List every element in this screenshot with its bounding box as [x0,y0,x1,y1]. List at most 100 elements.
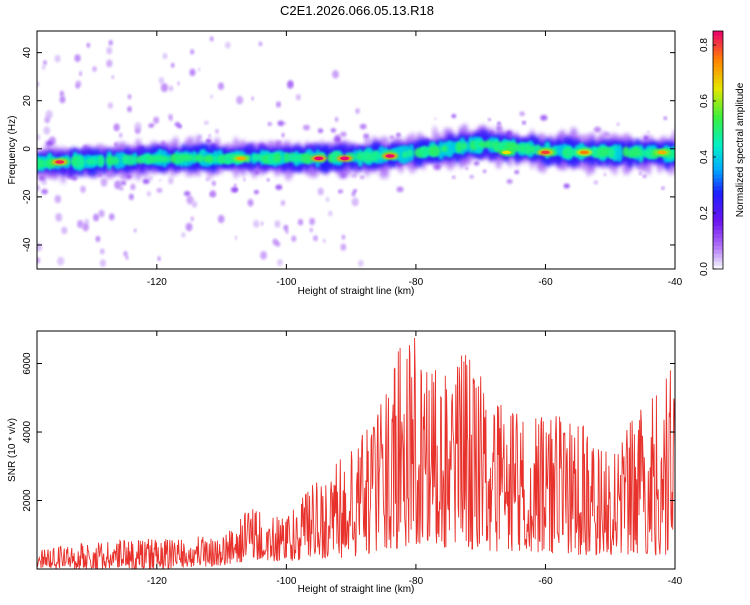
spectrogram-noise-blob [168,177,174,185]
spectrogram-noise-blob [642,174,647,178]
colorbar-band [713,257,723,262]
spectrogram-noise-blob [593,180,599,185]
spectrogram-ridge-blob [519,143,527,154]
spectrogram-x-tick-label: -80 [409,277,424,288]
colorbar-band [713,110,723,115]
colorbar-band [713,34,723,40]
spectrogram-noise-blob [185,222,193,232]
colorbar-band [713,102,723,107]
spectrogram-noise-blob [281,132,285,138]
spectrogram-noise-blob [465,167,469,170]
spectrogram-noise-blob [663,116,668,120]
spectrogram-peak [385,154,395,158]
spectrogram-noise-blob [118,132,123,138]
spectrogram-noise-blob [41,188,48,195]
colorbar-band [713,42,723,48]
spectrogram-noise-blob [328,210,333,217]
colorbar-band [713,98,723,103]
spectrogram-noise-blob [111,75,115,79]
figure-title: C2E1.2026.066.05.13.R18 [280,3,434,18]
spectrogram-x-tick-label: -60 [538,277,553,288]
spectrogram-noise-blob [359,123,367,130]
spectrogram-noise-blob [451,114,457,119]
spectrogram-noise-blob [285,229,289,234]
spectrogram-x-tick-label: -120 [147,277,167,288]
spectrogram-noise-blob [277,258,283,267]
spectrogram-y-tick-label: 0 [22,146,33,152]
spectrogram-noise-blob [215,128,219,134]
spectrogram-noise-blob [506,179,513,184]
spectrogram-noise-blob [43,60,47,65]
spectrogram-noise-blob [396,132,401,137]
colorbar-band [713,142,723,147]
colorbar-band [713,31,723,36]
spectrogram-noise-blob [341,234,346,240]
spectrogram-noise-blob [37,134,41,141]
spectrogram-noise-blob [177,81,180,86]
colorbar-tick-label: 0.2 [699,206,710,220]
spectrogram-y-tick-label: -20 [22,189,33,204]
snr-panel: -120 -100 -80 -60 -40 2000 4000 6000 Height of… [7,330,683,595]
spectrogram-noise-blob [396,186,404,193]
spectrogram-noise-blob [43,126,51,135]
spectrogram-noise-blob [247,198,254,207]
spectrogram-noise-blob [168,85,174,92]
spectrogram-noise-blob [75,83,80,89]
colorbar-band [713,130,723,135]
spectrogram-x-ticks: -120 -100 -80 -60 -40 [147,31,683,288]
spectrogram-noise-blob [540,114,548,121]
spectrogram-peak [540,150,550,155]
spectrogram-noise-blob [358,259,364,267]
spectrogram-x-label: Height of straight line (km) [298,286,415,297]
spectrogram-noise-blob [452,175,456,179]
spectrogram-noise-blob [234,236,238,240]
spectrogram-noise-blob [230,187,238,193]
spectrogram-peak [340,156,350,161]
spectrogram-noise-blob [146,191,151,197]
spectrogram-noise-blob [123,251,128,257]
spectrogram-ridge-blob [159,155,170,163]
colorbar-band [713,86,723,92]
spectrogram-noise-blob [107,102,113,109]
spectrogram-noise-blob [519,111,525,116]
spectrogram-noise-blob [183,190,191,197]
snr-y-label: SNR (10 * v/v) [7,418,18,482]
spectrogram-noise-blob [100,178,108,187]
spectrogram-noise-blob [190,49,195,55]
colorbar-band [713,106,723,111]
spectrogram-noise-blob [133,228,137,233]
spectrogram-frame [36,30,676,270]
spectrogram-noise-blob [351,197,359,207]
spectrogram-noise-blob [359,175,365,179]
spectrogram-noise-blob [233,184,237,187]
spectrogram-ridge-blob [111,156,120,165]
spectrogram-noise-blob [55,212,63,222]
colorbar-band [713,233,723,238]
spectrogram-noise-blob [186,195,194,205]
snr-x-tick-label: -120 [147,576,167,587]
spectrogram-noise-blob [313,235,318,242]
spectrogram-noise-blob [487,118,491,121]
spectrogram-noise-blob [334,117,339,122]
colorbar-band [713,157,723,163]
spectrogram-noise-blob [260,221,264,226]
colorbar-band [713,153,723,159]
colorbar-band [713,245,723,250]
spectrogram-noise-blob [284,122,287,125]
colorbar-tick-label: 0.8 [699,38,710,52]
colorbar-band [713,253,723,258]
spectrogram-noise-blob [211,180,216,186]
spectrogram-noise-blob [497,121,501,125]
spectrogram-noise-blob [57,256,65,266]
colorbar-tick-label: 0.6 [699,94,710,108]
spectrogram-noise-blob [113,123,120,132]
snr-series-line [37,337,675,569]
spectrogram-noise-blob [169,116,173,122]
spectrogram-noise-blob [616,123,620,126]
spectrogram-noise-blob [253,219,260,228]
spectrogram-noise-blob [330,128,337,133]
spectrogram-noise-blob [217,82,225,90]
spectrogram-noise-blob [71,176,78,181]
spectrogram-noise-blob [59,90,65,97]
